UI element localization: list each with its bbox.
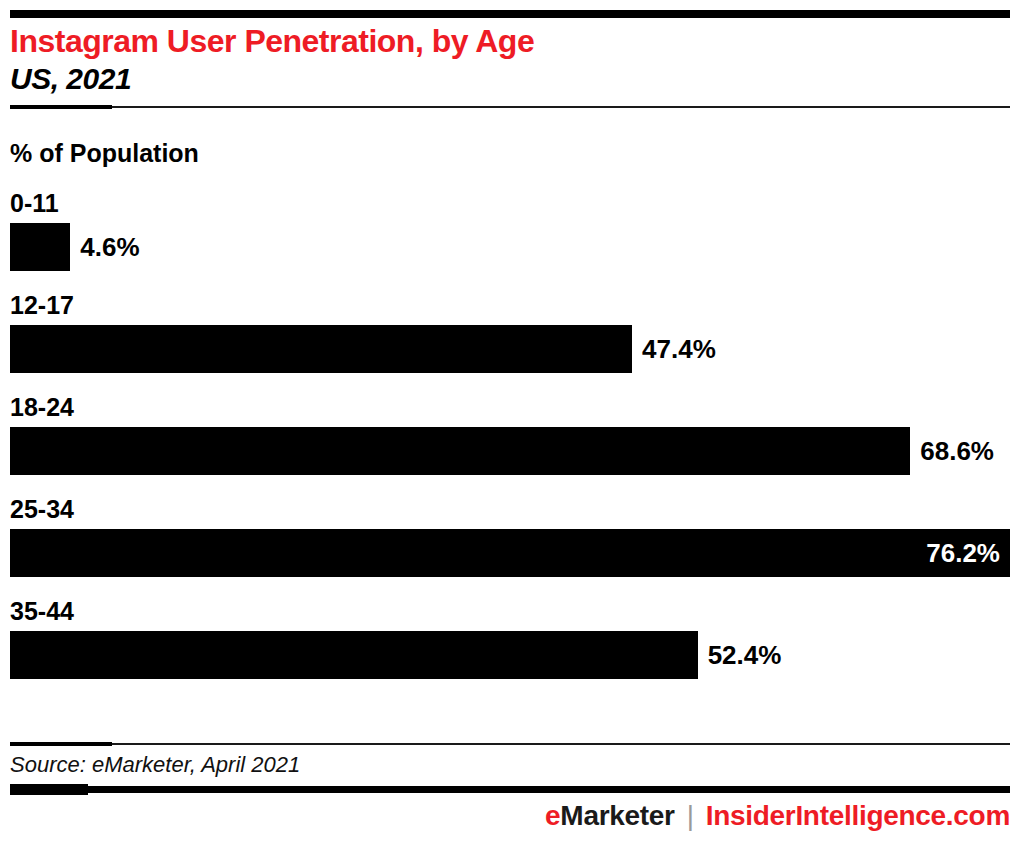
value-label-outside: 52.4% xyxy=(708,640,782,671)
chart-row: 35-44 52.4% xyxy=(10,597,1010,679)
brand-site-url: InsiderIntelligence.com xyxy=(706,800,1010,831)
brand-emarketer-rest: Marketer xyxy=(560,800,674,831)
category-label: 18-24 xyxy=(10,393,1010,421)
bar-track: 52.4% xyxy=(10,631,1010,679)
bar-track: 47.4% xyxy=(10,325,1010,373)
chart-row: 18-24 68.6% xyxy=(10,393,1010,475)
bar: 76.2% xyxy=(10,529,1010,577)
axis-unit-label: % of Population xyxy=(10,139,1010,168)
brand-divider-pipe: | xyxy=(675,800,706,831)
bar-chart: 0-11 4.6% 12-17 47.4% 18-24 68.6% 25-34 xyxy=(10,189,1010,679)
chart-title: Instagram User Penetration, by Age xyxy=(10,25,1010,59)
category-label: 35-44 xyxy=(10,597,1010,625)
bar xyxy=(10,427,910,475)
footer-divider xyxy=(10,743,1010,745)
category-label: 12-17 xyxy=(10,291,1010,319)
value-label-inside: 76.2% xyxy=(926,538,1010,569)
header-divider-accent xyxy=(10,105,112,109)
chart-row: 25-34 76.2% xyxy=(10,495,1010,577)
category-label: 25-34 xyxy=(10,495,1010,523)
chart-subtitle: US, 2021 xyxy=(10,63,1010,95)
chart-page: Instagram User Penetration, by Age US, 2… xyxy=(0,10,1020,833)
bar-track: 4.6% xyxy=(10,223,1010,271)
bar xyxy=(10,223,70,271)
footer-divider-accent xyxy=(10,742,112,746)
top-accent-bar xyxy=(10,10,1010,18)
bar xyxy=(10,631,698,679)
chart-row: 0-11 4.6% xyxy=(10,189,1010,271)
source-note: Source: eMarketer, April 2021 xyxy=(10,752,1010,778)
header-divider xyxy=(10,106,1010,108)
value-label-outside: 47.4% xyxy=(642,334,716,365)
category-label: 0-11 xyxy=(10,189,1010,217)
value-label-outside: 4.6% xyxy=(80,232,139,263)
value-label-outside: 68.6% xyxy=(920,436,994,467)
brand-footer: eMarketer|InsiderIntelligence.com xyxy=(10,799,1010,833)
bar-track: 68.6% xyxy=(10,427,1010,475)
bar xyxy=(10,325,632,373)
footer-accent-bar-thick xyxy=(10,784,88,795)
brand-emarketer-e: e xyxy=(545,800,560,831)
bar-track: 76.2% xyxy=(10,529,1010,577)
chart-row: 12-17 47.4% xyxy=(10,291,1010,373)
footer-accent-bar xyxy=(10,786,1010,793)
